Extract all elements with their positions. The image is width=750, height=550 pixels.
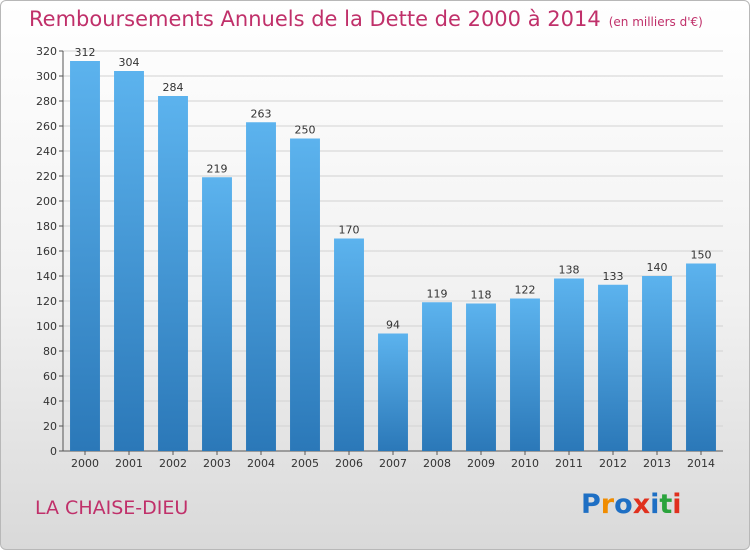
bar-2009 — [466, 303, 496, 451]
logo-letter: i — [672, 489, 682, 520]
x-tick-label: 2000 — [71, 457, 99, 470]
value-label: 304 — [119, 56, 140, 69]
bar-2005 — [290, 138, 320, 451]
y-tick-label: 240 — [36, 145, 57, 158]
y-tick-label: 100 — [36, 320, 57, 333]
x-tick-label: 2006 — [335, 457, 363, 470]
y-tick-label: 160 — [36, 245, 57, 258]
chart-title-text: Remboursements Annuels de la Dette de 20… — [29, 7, 601, 31]
y-tick-label: 140 — [36, 270, 57, 283]
value-label: 133 — [603, 270, 624, 283]
y-tick-label: 120 — [36, 295, 57, 308]
place-name: LA CHAISE-DIEU — [35, 497, 189, 519]
x-tick-label: 2003 — [203, 457, 231, 470]
value-label: 170 — [339, 224, 360, 237]
y-tick-label: 220 — [36, 170, 57, 183]
value-label: 118 — [471, 289, 492, 302]
value-label: 138 — [559, 264, 580, 277]
chart-unit-label: (en milliers d'€) — [608, 15, 703, 29]
value-label: 94 — [386, 319, 400, 332]
bar-2010 — [510, 298, 540, 451]
y-tick-label: 0 — [50, 445, 57, 458]
x-tick-label: 2012 — [599, 457, 627, 470]
y-tick-label: 40 — [43, 395, 57, 408]
logo-letter: x — [632, 489, 651, 520]
y-tick-label: 300 — [36, 70, 57, 83]
y-tick-label: 260 — [36, 120, 57, 133]
value-label: 263 — [251, 107, 272, 120]
bar-2003 — [202, 177, 232, 451]
x-tick-label: 2002 — [159, 457, 187, 470]
bar-2006 — [334, 238, 364, 451]
bar-2012 — [598, 284, 628, 451]
value-label: 284 — [163, 81, 184, 94]
y-tick-label: 180 — [36, 220, 57, 233]
logo-letter: i — [650, 489, 660, 520]
bar-2008 — [422, 302, 452, 451]
x-tick-label: 2013 — [643, 457, 671, 470]
y-tick-label: 60 — [43, 370, 57, 383]
bar-2014 — [686, 263, 716, 451]
bar-2004 — [246, 122, 276, 451]
x-tick-label: 2004 — [247, 457, 275, 470]
logo-letter: P — [581, 489, 601, 520]
value-label: 140 — [647, 261, 668, 274]
bar-2001 — [114, 71, 144, 451]
proxiti-logo: Proxiti — [581, 489, 682, 520]
bars — [70, 61, 716, 451]
chart-title: Remboursements Annuels de la Dette de 20… — [29, 7, 703, 31]
logo-letter: o — [614, 489, 633, 520]
x-tick-label: 2014 — [687, 457, 715, 470]
bar-2013 — [642, 276, 672, 451]
value-label: 150 — [691, 249, 712, 262]
value-label: 312 — [75, 46, 96, 59]
bar-2011 — [554, 278, 584, 451]
value-label: 122 — [515, 284, 536, 297]
x-tick-label: 2010 — [511, 457, 539, 470]
labels: 0 20 40 60 80 100 120 140 160 180 200 220 240 260 280 3… — [36, 45, 715, 470]
logo-letter: r — [600, 489, 615, 520]
y-tick-label: 200 — [36, 195, 57, 208]
bar-2002 — [158, 96, 188, 451]
x-tick-label: 2007 — [379, 457, 407, 470]
bar-2000 — [70, 61, 100, 451]
value-label: 219 — [207, 162, 228, 175]
y-tick-label: 80 — [43, 345, 57, 358]
x-tick-label: 2001 — [115, 457, 143, 470]
bar-2007 — [378, 333, 408, 451]
y-tick-label: 280 — [36, 95, 57, 108]
x-tick-label: 2009 — [467, 457, 495, 470]
x-tick-label: 2008 — [423, 457, 451, 470]
y-tick-label: 20 — [43, 420, 57, 433]
x-tick-label: 2005 — [291, 457, 319, 470]
value-label: 119 — [427, 287, 448, 300]
y-tick-label: 320 — [36, 45, 57, 58]
x-tick-label: 2011 — [555, 457, 583, 470]
value-label: 250 — [295, 124, 316, 137]
logo-letter: t — [659, 489, 673, 520]
